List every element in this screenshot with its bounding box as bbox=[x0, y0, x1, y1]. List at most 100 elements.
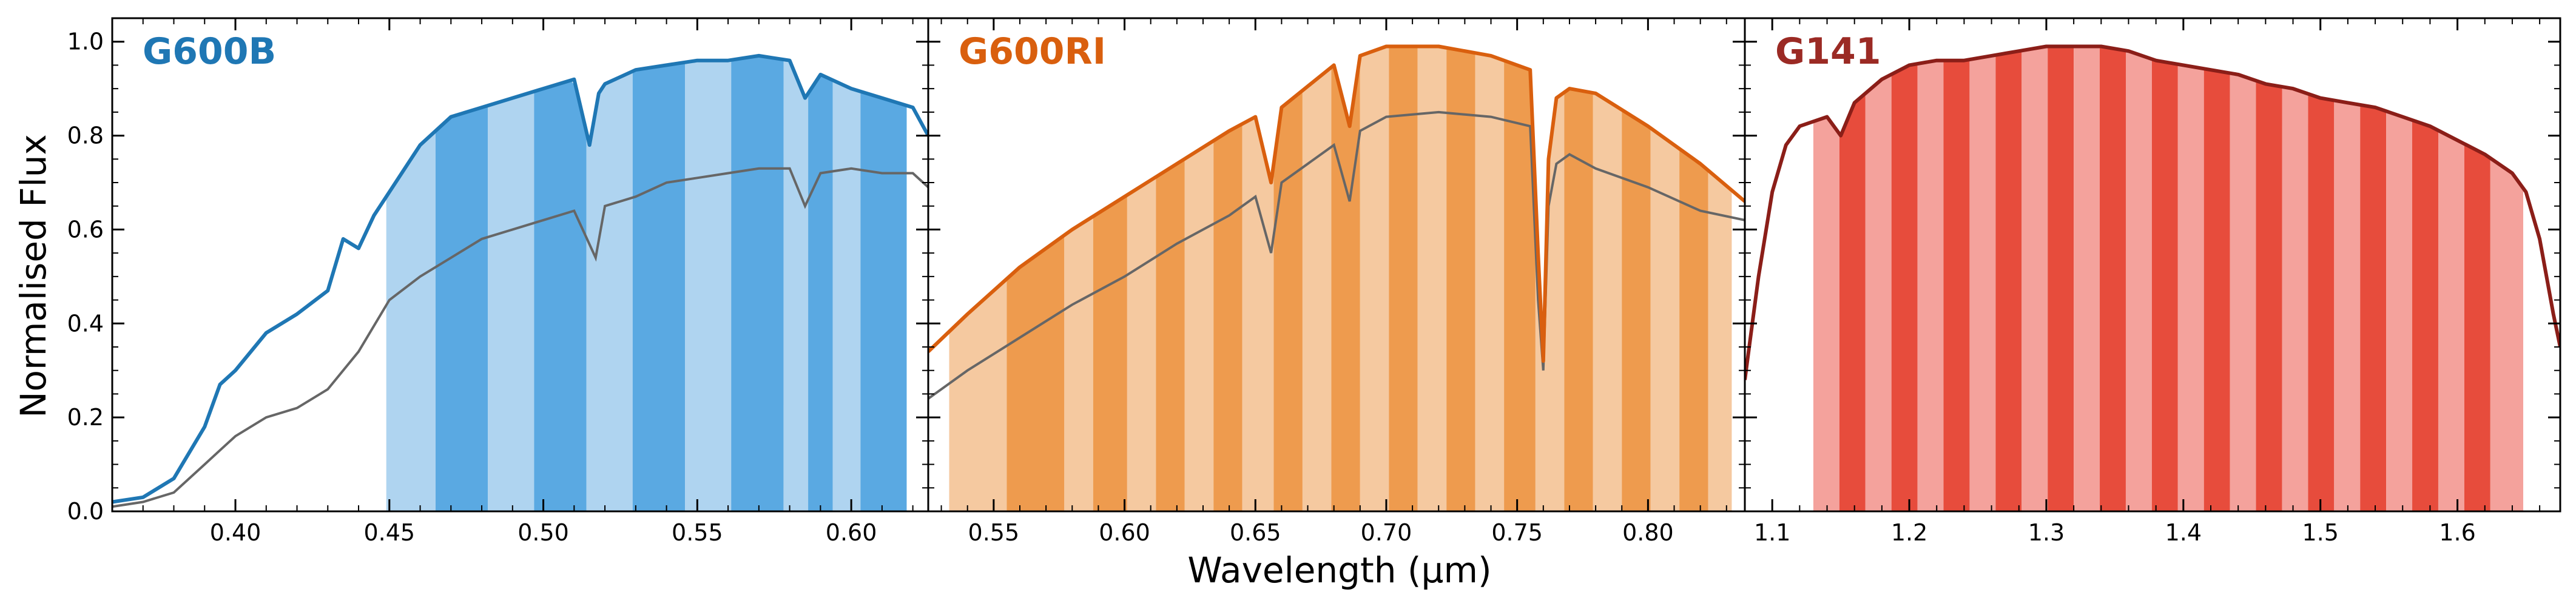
spectral-bin bbox=[1213, 124, 1242, 511]
spectral-bin bbox=[2438, 130, 2464, 511]
spectral-bin bbox=[1839, 93, 1866, 511]
comparison-spectrum-line bbox=[928, 110, 1745, 400]
x-axis-label: Wavelength (μm) bbox=[1187, 550, 1491, 591]
spectral-bin bbox=[685, 59, 732, 511]
spectral-bin bbox=[2464, 144, 2490, 511]
spectral-bin bbox=[1813, 117, 1839, 511]
x-tick-label: 1.6 bbox=[2439, 519, 2475, 546]
spectral-bin bbox=[1064, 216, 1093, 511]
y-tick-label: 0.4 bbox=[67, 310, 104, 337]
spectral-bin bbox=[1093, 195, 1127, 511]
spectral-bin bbox=[1593, 93, 1622, 511]
spectral-bin bbox=[1242, 117, 1274, 511]
spectral-bin bbox=[488, 91, 534, 511]
spectral-bin bbox=[1184, 141, 1214, 511]
spectral-bin bbox=[2490, 158, 2524, 511]
spectral-bin bbox=[808, 74, 833, 511]
spectral-bin bbox=[1650, 128, 1680, 511]
spectral-bin bbox=[2282, 87, 2308, 511]
spectral-bin bbox=[2151, 59, 2178, 511]
x-tick-label: 0.75 bbox=[1491, 519, 1543, 546]
y-tick-label: 0.6 bbox=[67, 216, 104, 243]
y-tick-label: 0.2 bbox=[67, 404, 104, 431]
spectral-bin bbox=[586, 71, 633, 511]
plot-area bbox=[928, 44, 1745, 511]
spectral-bin bbox=[534, 80, 587, 511]
x-tick-label: 0.60 bbox=[826, 519, 877, 546]
panel-title: G600RI bbox=[959, 30, 1106, 73]
x-tick-label: 1.4 bbox=[2165, 519, 2202, 546]
spectral-bin bbox=[1389, 46, 1418, 511]
panel-frame bbox=[1744, 17, 2561, 513]
spectral-bin bbox=[1446, 47, 1475, 511]
spectral-bin bbox=[2100, 46, 2126, 511]
spectral-bin bbox=[1622, 110, 1651, 511]
panels-layer: 0.40 0.45 0.50 0.55 0.60 0.0 0.2 0.4 0.6 0.8 1.0 G6… bbox=[67, 17, 2561, 546]
panel-g600b: 0.40 0.45 0.50 0.55 0.60 0.0 0.2 0.4 0.6 0.8 1.0 G6… bbox=[67, 17, 929, 546]
spectral-bin bbox=[632, 62, 686, 511]
spectral-bin bbox=[1127, 177, 1156, 511]
spectral-bin bbox=[2230, 73, 2256, 511]
x-tick-label: 0.65 bbox=[1230, 519, 1281, 546]
y-tick-label: 1.0 bbox=[67, 29, 104, 55]
spectral-bin bbox=[1006, 235, 1065, 511]
x-tick-label: 0.55 bbox=[672, 519, 723, 546]
spectral-bin bbox=[1564, 89, 1593, 511]
x-tick-label: 1.3 bbox=[2028, 519, 2065, 546]
spectral-bin bbox=[1679, 149, 1708, 511]
spectral-bin bbox=[1360, 46, 1389, 511]
x-tick-label: 1.2 bbox=[1891, 519, 1927, 546]
spectral-bin bbox=[1708, 170, 1732, 511]
spectrum-line bbox=[1745, 44, 2560, 380]
spectral-bin bbox=[1891, 64, 1918, 511]
spectral-bin bbox=[1417, 46, 1447, 511]
spectral-bin bbox=[2308, 93, 2335, 511]
spectral-bin bbox=[2360, 104, 2387, 511]
spectral-bin bbox=[1156, 158, 1185, 511]
spectrum-line bbox=[928, 44, 1745, 363]
spectral-bin bbox=[1917, 60, 1944, 511]
spectral-bin bbox=[1475, 53, 1505, 511]
spectral-bin bbox=[1504, 60, 1536, 511]
spectrum-line bbox=[112, 53, 928, 504]
spectral-bin bbox=[435, 106, 488, 511]
panel-title: G600B bbox=[143, 30, 276, 73]
spectral-bin bbox=[1331, 55, 1360, 511]
spectral-bin bbox=[386, 130, 436, 511]
spectral-bin bbox=[1865, 74, 1892, 511]
spectral-bin bbox=[1535, 92, 1565, 511]
spectral-bin bbox=[2125, 50, 2152, 511]
spectral-bin bbox=[1995, 50, 2022, 511]
spectral-bin bbox=[2048, 46, 2074, 511]
spectral-bin bbox=[783, 59, 809, 511]
spectral-bin bbox=[1302, 67, 1332, 511]
spectral-bin bbox=[1273, 90, 1303, 511]
x-tick-label: 0.45 bbox=[363, 519, 415, 546]
x-tick-label: 1.1 bbox=[1754, 519, 1790, 546]
spectral-bin bbox=[2386, 111, 2413, 511]
x-tick-label: 0.40 bbox=[210, 519, 261, 546]
y-tick-label: 0.8 bbox=[67, 123, 104, 149]
x-tick-label: 0.60 bbox=[1099, 519, 1150, 546]
spectral-bin bbox=[860, 91, 907, 511]
spectral-bin bbox=[2177, 64, 2204, 511]
spectral-bin bbox=[2203, 69, 2230, 511]
plot-area bbox=[112, 53, 928, 511]
spectral-bin bbox=[2412, 120, 2438, 511]
spectral-bin bbox=[949, 278, 1007, 511]
x-tick-label: 1.5 bbox=[2302, 519, 2338, 546]
spectral-bin bbox=[2256, 81, 2282, 511]
plot-area bbox=[1745, 44, 2560, 511]
y-tick-label: 0.0 bbox=[67, 498, 104, 525]
spectral-bin bbox=[2334, 100, 2361, 511]
x-tick-label: 0.80 bbox=[1622, 519, 1674, 546]
spectral-bin bbox=[2074, 46, 2100, 511]
y-axis-label: Normalised Flux bbox=[13, 134, 54, 418]
panel-g141: 1.1 1.2 1.3 1.4 1.5 1.6 G141 bbox=[1744, 17, 2561, 546]
x-tick-label: 0.55 bbox=[968, 519, 1020, 546]
spectral-bin bbox=[832, 80, 861, 511]
x-tick-label: 0.70 bbox=[1361, 519, 1412, 546]
spectral-bin bbox=[1969, 55, 1996, 511]
spectral-bin bbox=[1943, 59, 1970, 511]
